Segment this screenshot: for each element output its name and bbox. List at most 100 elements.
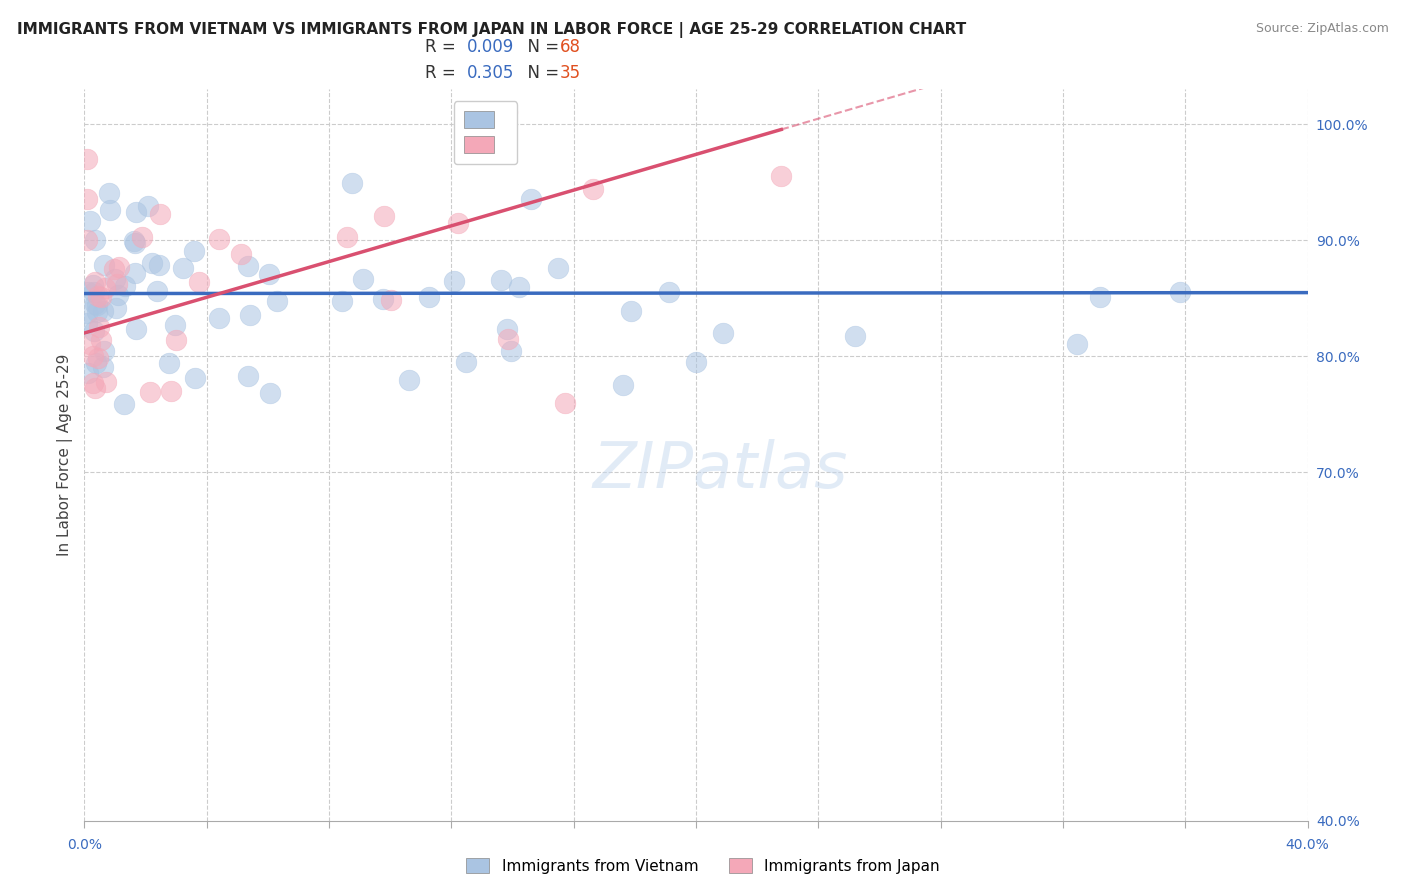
Text: 35: 35 xyxy=(560,64,581,82)
Point xyxy=(685,355,707,369)
Point xyxy=(94,281,117,295)
Point xyxy=(83,233,105,247)
Point xyxy=(508,280,530,294)
Point xyxy=(86,289,108,303)
Point xyxy=(1088,290,1111,304)
Point xyxy=(146,284,169,298)
Text: IMMIGRANTS FROM VIETNAM VS IMMIGRANTS FROM JAPAN IN LABOR FORCE | AGE 25-29 CORR: IMMIGRANTS FROM VIETNAM VS IMMIGRANTS FR… xyxy=(17,22,966,38)
Y-axis label: In Labor Force | Age 25-29: In Labor Force | Age 25-29 xyxy=(58,354,73,556)
Point xyxy=(86,298,108,312)
Point xyxy=(157,356,180,370)
Point xyxy=(89,320,111,334)
Point xyxy=(1168,285,1191,300)
Point xyxy=(93,344,115,359)
Point xyxy=(208,310,231,325)
Text: N =: N = xyxy=(517,38,565,56)
Point xyxy=(93,304,115,318)
Point xyxy=(184,371,207,385)
Point xyxy=(79,214,101,228)
Point xyxy=(83,275,105,289)
Point xyxy=(770,169,793,183)
Point xyxy=(94,375,117,389)
Point xyxy=(77,366,100,380)
Point xyxy=(91,359,114,374)
Point xyxy=(148,258,170,272)
Point xyxy=(554,395,576,409)
Point xyxy=(172,260,194,275)
Point xyxy=(141,256,163,270)
Point xyxy=(239,308,262,322)
Point xyxy=(499,343,522,358)
Point xyxy=(98,186,121,201)
Point xyxy=(82,277,104,292)
Point xyxy=(165,318,187,332)
Point xyxy=(83,285,105,300)
Point xyxy=(90,290,112,304)
Point xyxy=(454,355,477,369)
Point xyxy=(82,349,104,363)
Point xyxy=(76,193,98,207)
Point xyxy=(418,290,440,304)
Point xyxy=(711,326,734,340)
Point xyxy=(520,192,543,206)
Point xyxy=(98,202,121,217)
Point xyxy=(76,152,98,166)
Point xyxy=(136,199,159,213)
Point xyxy=(1066,336,1088,351)
Point xyxy=(236,260,259,274)
Point xyxy=(166,333,188,347)
Point xyxy=(90,333,112,347)
Point xyxy=(187,275,209,289)
Point xyxy=(125,205,148,219)
Point xyxy=(84,356,107,370)
Point xyxy=(238,368,260,383)
Point xyxy=(149,207,172,221)
Point xyxy=(104,272,127,286)
Text: 0.009: 0.009 xyxy=(467,38,515,56)
Point xyxy=(112,397,135,411)
Point xyxy=(373,210,395,224)
Point xyxy=(108,260,131,275)
Legend: Immigrants from Vietnam, Immigrants from Japan: Immigrants from Vietnam, Immigrants from… xyxy=(460,852,946,880)
Point xyxy=(79,337,101,351)
Point xyxy=(443,274,465,288)
Point xyxy=(124,266,146,280)
Point xyxy=(183,244,205,259)
Text: N =: N = xyxy=(517,64,565,82)
Point xyxy=(620,304,643,318)
Point xyxy=(76,306,98,320)
Point xyxy=(86,305,108,319)
Point xyxy=(122,234,145,248)
Point xyxy=(496,333,519,347)
Point xyxy=(398,373,420,387)
Legend: , : , xyxy=(454,101,517,164)
Point xyxy=(87,351,110,366)
Point xyxy=(373,292,395,306)
Text: 0.305: 0.305 xyxy=(467,64,515,82)
Point xyxy=(491,273,513,287)
Point xyxy=(84,297,107,311)
Point xyxy=(229,247,252,261)
Point xyxy=(208,232,231,246)
Text: ZIPatlas: ZIPatlas xyxy=(593,439,848,500)
Point xyxy=(76,316,98,330)
Point xyxy=(103,262,125,277)
Text: R =: R = xyxy=(425,64,461,82)
Point xyxy=(83,324,105,338)
Point xyxy=(105,277,128,292)
Point xyxy=(131,229,153,244)
Point xyxy=(114,279,136,293)
Text: 40.0%: 40.0% xyxy=(1285,838,1330,852)
Point xyxy=(336,230,359,244)
Point xyxy=(259,267,281,281)
Point xyxy=(124,235,146,250)
Text: 68: 68 xyxy=(560,38,581,56)
Point xyxy=(160,384,183,399)
Point xyxy=(547,260,569,275)
Point xyxy=(496,105,519,120)
Point xyxy=(380,293,402,308)
Point xyxy=(107,287,129,301)
Point xyxy=(84,380,107,394)
Point xyxy=(658,285,681,300)
Point xyxy=(496,322,519,336)
